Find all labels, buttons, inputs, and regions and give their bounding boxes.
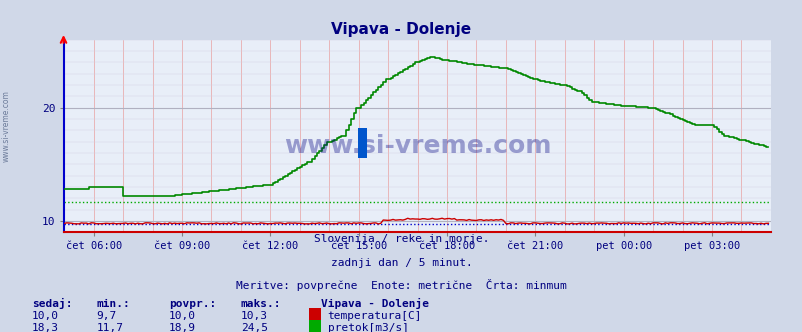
Bar <box>309 320 321 332</box>
Text: maks.:: maks.: <box>241 299 281 309</box>
Text: 24,5: 24,5 <box>241 323 268 332</box>
Bar <box>358 128 367 158</box>
Bar <box>309 308 321 320</box>
Text: Meritve: povprečne  Enote: metrične  Črta: minmum: Meritve: povprečne Enote: metrične Črta:… <box>236 279 566 291</box>
Text: Vipava - Dolenje: Vipava - Dolenje <box>331 22 471 37</box>
Text: temperatura[C]: temperatura[C] <box>327 311 422 321</box>
Text: 18,9: 18,9 <box>168 323 196 332</box>
Text: pretok[m3/s]: pretok[m3/s] <box>327 323 408 332</box>
Text: sedaj:: sedaj: <box>32 298 72 309</box>
Text: zadnji dan / 5 minut.: zadnji dan / 5 minut. <box>330 258 472 268</box>
Text: www.si-vreme.com: www.si-vreme.com <box>283 134 551 158</box>
Text: 9,7: 9,7 <box>96 311 116 321</box>
Text: Slovenija / reke in morje.: Slovenija / reke in morje. <box>314 234 488 244</box>
Text: min.:: min.: <box>96 299 130 309</box>
Text: Vipava - Dolenje: Vipava - Dolenje <box>321 298 428 309</box>
Text: 18,3: 18,3 <box>32 323 59 332</box>
Text: 10,3: 10,3 <box>241 311 268 321</box>
Text: povpr.:: povpr.: <box>168 299 216 309</box>
Text: 10,0: 10,0 <box>32 311 59 321</box>
Text: www.si-vreme.com: www.si-vreme.com <box>2 90 11 162</box>
Text: 10,0: 10,0 <box>168 311 196 321</box>
Text: 11,7: 11,7 <box>96 323 124 332</box>
